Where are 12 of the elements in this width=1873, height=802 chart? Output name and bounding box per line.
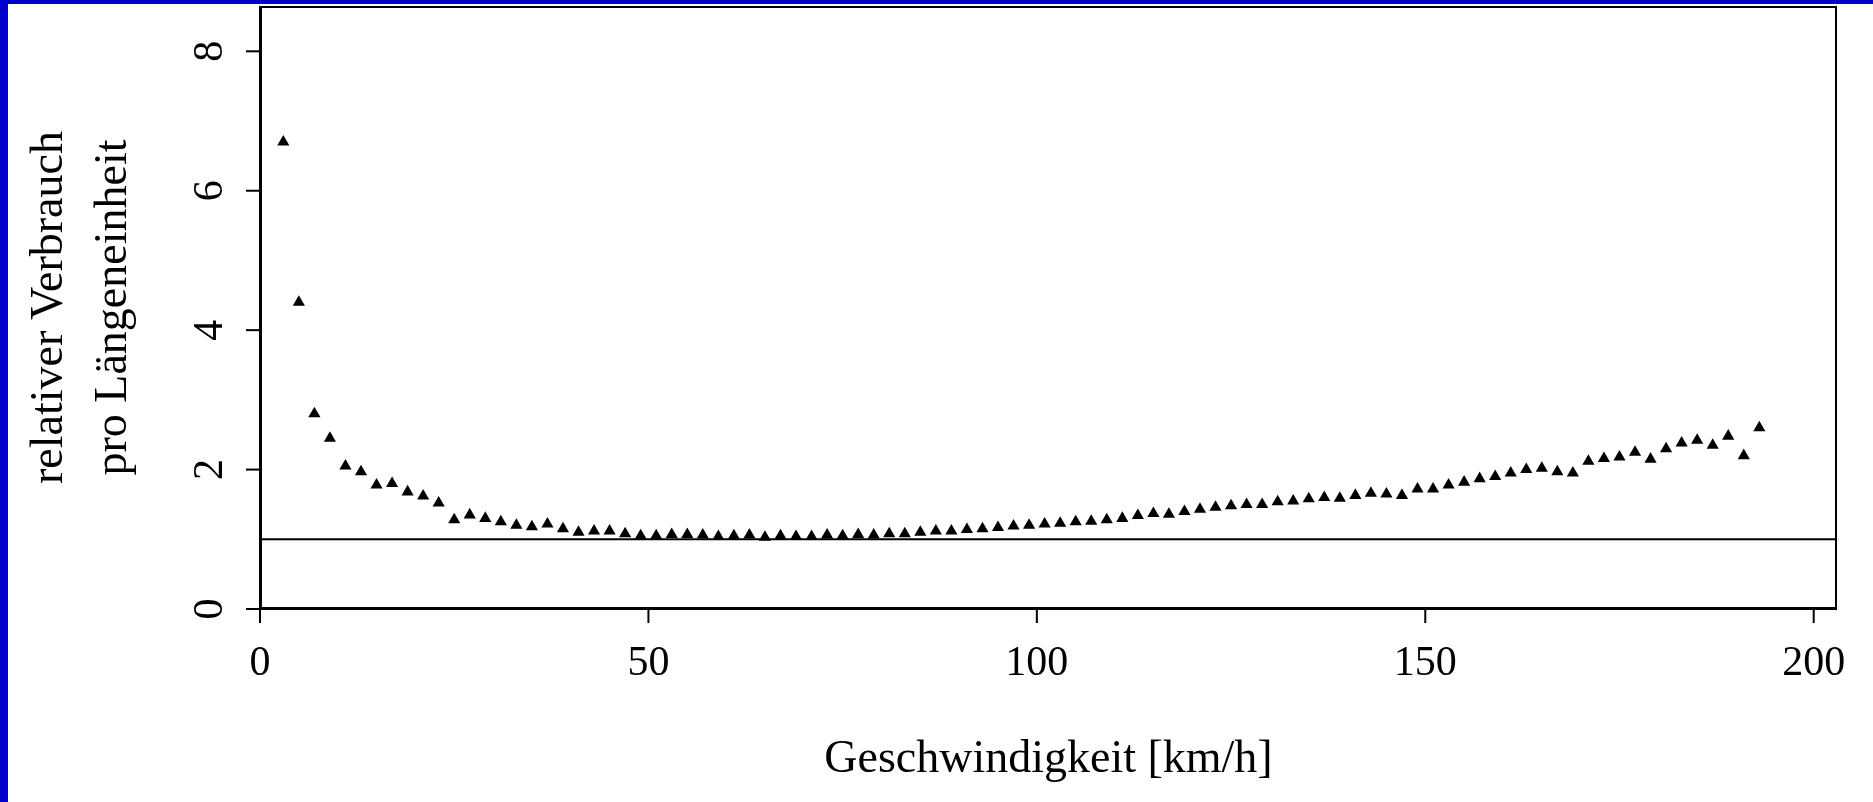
x-tick-label: 50	[627, 638, 670, 684]
y-tick-label: 2	[185, 459, 231, 481]
y-tick-label: 4	[185, 319, 231, 341]
x-axis-title: Geschwindigkeit [km/h]	[824, 731, 1273, 782]
y-tick-label: 0	[185, 598, 231, 620]
y-tick-label: 6	[185, 180, 231, 202]
x-tick-label: 100	[1005, 638, 1069, 684]
y-tick-label: 8	[185, 40, 231, 62]
y-axis-title: relativer Verbrauch pro Längeneinheit	[21, 131, 136, 484]
x-tick-label: 200	[1782, 638, 1846, 684]
x-tick-label: 150	[1393, 638, 1457, 684]
x-tick-label: 0	[249, 638, 271, 684]
